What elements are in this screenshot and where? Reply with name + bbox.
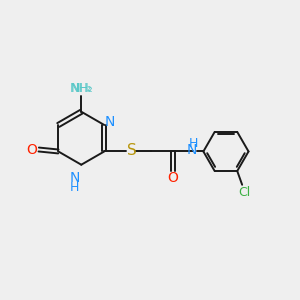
Text: ₂: ₂	[87, 83, 92, 93]
Text: NH: NH	[71, 82, 90, 95]
Text: H: H	[189, 137, 198, 150]
Text: H: H	[70, 181, 79, 194]
Text: Cl: Cl	[238, 186, 250, 199]
Text: N: N	[105, 115, 115, 129]
Text: NH₂: NH₂	[69, 82, 93, 95]
Text: S: S	[127, 143, 136, 158]
Text: N: N	[69, 172, 80, 185]
Text: O: O	[167, 171, 178, 185]
Text: N: N	[186, 143, 197, 158]
Text: O: O	[26, 142, 37, 157]
